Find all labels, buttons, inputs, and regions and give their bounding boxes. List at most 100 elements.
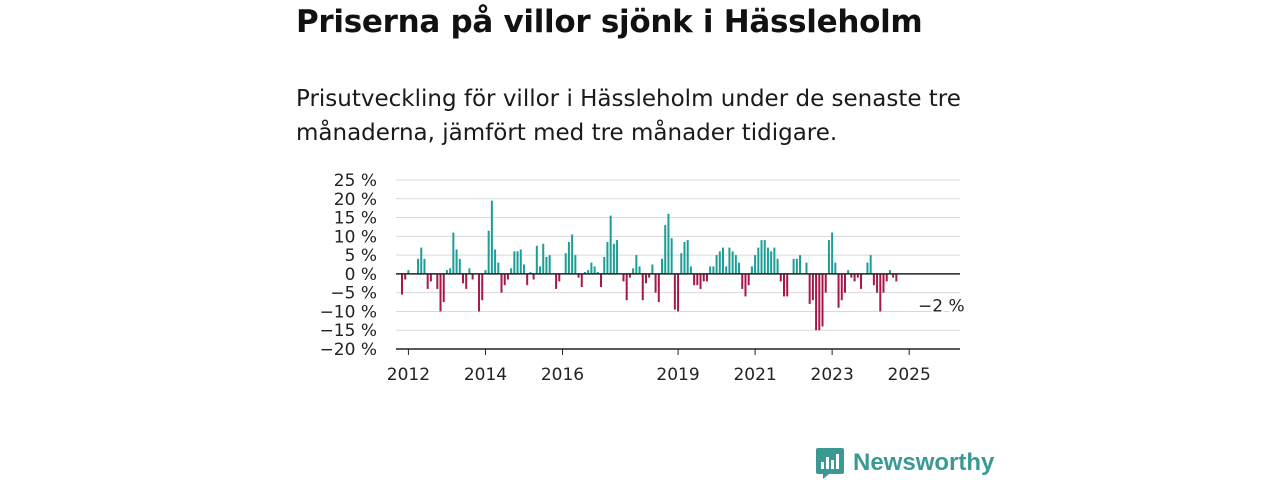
bar xyxy=(799,255,802,274)
bar xyxy=(596,272,599,274)
bar xyxy=(850,273,853,278)
bar xyxy=(879,273,882,312)
bar xyxy=(699,273,702,289)
bar xyxy=(622,273,625,282)
bar xyxy=(519,249,522,274)
bar xyxy=(522,264,525,274)
newsworthy-brand: Newsworthy xyxy=(815,446,994,480)
bar xyxy=(644,273,647,284)
bar xyxy=(853,273,856,282)
bar xyxy=(478,273,481,312)
bar xyxy=(843,273,846,293)
brand-name: Newsworthy xyxy=(853,449,995,476)
x-tick-label: 2016 xyxy=(541,365,584,385)
bar xyxy=(494,249,497,274)
bar xyxy=(449,268,452,274)
bar xyxy=(715,255,718,274)
bar xyxy=(795,258,798,274)
bar xyxy=(741,273,744,289)
bar xyxy=(763,240,766,274)
bar xyxy=(782,273,785,297)
bar xyxy=(401,273,403,295)
last-value-annotation: −2 % xyxy=(918,296,965,316)
bar xyxy=(882,273,885,293)
bar xyxy=(468,268,471,274)
bar xyxy=(439,273,442,312)
bar xyxy=(500,273,503,293)
x-tick-label: 2019 xyxy=(656,365,699,385)
bar xyxy=(840,273,843,301)
x-tick-label: 2023 xyxy=(811,365,854,385)
bar xyxy=(587,270,590,274)
y-tick-label: 0 % xyxy=(345,265,377,285)
bar xyxy=(757,247,760,274)
x-tick-label: 2014 xyxy=(464,365,507,385)
bar xyxy=(702,273,705,282)
bar xyxy=(667,213,670,274)
y-tick-label: 10 % xyxy=(334,227,377,247)
bar xyxy=(754,255,757,274)
y-tick-label: 20 % xyxy=(334,190,377,210)
bar xyxy=(638,266,641,274)
bar xyxy=(661,258,664,274)
bar xyxy=(426,273,429,289)
x-axis-ticks: 2012 2014 2016 2019 2021 2023 2025 xyxy=(387,349,931,385)
bar xyxy=(770,251,773,274)
bar xyxy=(510,268,513,274)
bar xyxy=(683,241,686,274)
bar xyxy=(827,240,830,274)
bar xyxy=(465,273,468,289)
bar xyxy=(558,273,561,282)
bar xyxy=(445,270,448,274)
y-tick-label: 5 % xyxy=(345,246,377,266)
bar xyxy=(490,200,493,274)
bar xyxy=(686,240,689,274)
bar xyxy=(811,273,814,301)
bar xyxy=(404,273,407,280)
bar xyxy=(725,266,728,274)
bar xyxy=(420,247,423,274)
bar xyxy=(555,273,558,289)
bar xyxy=(677,273,680,312)
bar xyxy=(417,258,420,274)
bar xyxy=(471,273,474,280)
bar xyxy=(673,273,676,310)
bar xyxy=(625,273,628,301)
bar xyxy=(548,255,551,274)
bar xyxy=(872,273,875,286)
y-tick-label: 25 % xyxy=(334,171,377,191)
bar xyxy=(792,258,795,274)
bar xyxy=(892,273,895,278)
bar xyxy=(709,266,712,274)
bar xyxy=(616,240,619,274)
bar xyxy=(545,256,548,274)
bar xyxy=(776,258,779,274)
y-tick-label: −5 % xyxy=(330,284,377,304)
bar xyxy=(670,238,673,274)
bar xyxy=(712,266,715,274)
bar xyxy=(860,273,863,289)
bar xyxy=(847,270,850,274)
bar xyxy=(603,256,606,274)
bar xyxy=(779,273,782,282)
chart-subtitle: Prisutveckling för villor i Hässleholm u… xyxy=(296,86,961,146)
bar xyxy=(567,241,570,274)
bar xyxy=(744,273,747,297)
bar xyxy=(481,273,484,301)
bar xyxy=(654,273,657,293)
bar xyxy=(442,273,445,303)
bar xyxy=(651,264,654,274)
bar xyxy=(423,258,426,274)
bar xyxy=(574,255,577,274)
y-tick-label: −15 % xyxy=(320,321,377,341)
y-tick-label: −10 % xyxy=(320,302,377,322)
bar xyxy=(577,273,580,278)
bar xyxy=(503,273,506,286)
bar xyxy=(539,266,542,274)
bar xyxy=(824,273,827,293)
bar xyxy=(888,270,891,274)
bar xyxy=(696,273,699,286)
bar xyxy=(657,273,660,303)
bar xyxy=(461,273,464,284)
